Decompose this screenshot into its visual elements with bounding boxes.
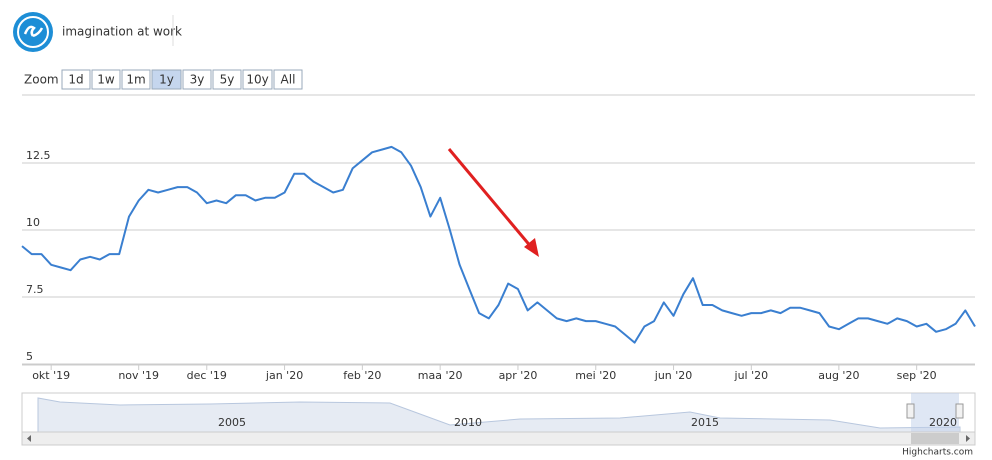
x-tick-label: mei '20 [575,369,616,382]
x-tick-label: feb '20 [343,369,381,382]
price-line [21,145,976,344]
zoom-button-label: 1y [159,73,174,87]
x-tick-label: okt '19 [32,369,70,382]
zoom-button[interactable] [242,69,273,90]
y-tick-label: 10 [26,216,40,229]
logo-mark [23,25,44,38]
tagline: imagination at work [62,25,182,39]
zoom-button[interactable] [61,69,91,90]
zoom-button-label: All [281,73,296,87]
arrow [447,148,534,249]
x-tick-label: jun '20 [654,369,693,382]
navigator-series [37,397,961,433]
plot: 5 7.5 10 12.5 okt '19 nov '19 dec '19 jan '20 fe… [21,145,976,382]
zoom-button[interactable] [91,69,121,90]
zoom-button-label: 5y [220,73,235,87]
x-tick-label: jul '20 [734,369,769,382]
navigator-label: 2015 [691,416,719,429]
zoom-button-label: 10y [246,73,268,87]
zoom-button[interactable] [121,69,151,90]
zoom-label: Zoom [24,73,59,87]
scroll-right[interactable] [966,435,970,442]
scrollbar [21,431,976,446]
x-tick-label: jan '20 [265,369,303,382]
zoom-button-label: 1w [97,73,115,87]
y-tick-label: 5 [26,350,33,363]
zoom-button-label: 3y [190,73,205,87]
navigator-label: 2005 [218,416,246,429]
navigator-mask [911,393,959,432]
navigator-labels: 2005 2010 2015 2020 [218,416,957,429]
y-tick-label: 7.5 [26,283,44,296]
x-tick-label: sep '20 [897,369,937,382]
y-tick-label: 12.5 [26,149,51,162]
x-tick-label: aug '20 [818,369,859,382]
zoom-button[interactable] [212,69,242,90]
scrollbar-thumb[interactable] [911,433,959,444]
zoom-button[interactable] [151,69,182,90]
zoom-buttons: 1d 1w 1m 1y 3y 5y 10y All [61,69,303,90]
credit: Highcharts.com [902,448,973,458]
navigator-label: 2020 [929,416,957,429]
x-tick-label: maa '20 [418,369,463,382]
x-tick-label: nov '19 [118,369,159,382]
zoom-button-label: 1m [126,73,145,87]
navigator-label: 2010 [454,416,482,429]
zoom-button[interactable] [182,69,212,90]
x-tick-label: apr '20 [499,369,538,382]
x-tick-label: dec '19 [187,369,227,382]
zoom-button[interactable] [273,69,303,90]
logo-ring [17,16,49,48]
handle[interactable] [906,403,915,419]
scroll-left[interactable] [27,435,31,442]
arrow-head [524,238,539,257]
zoom-button-label: 1d [68,73,83,87]
handle[interactable] [955,403,964,419]
